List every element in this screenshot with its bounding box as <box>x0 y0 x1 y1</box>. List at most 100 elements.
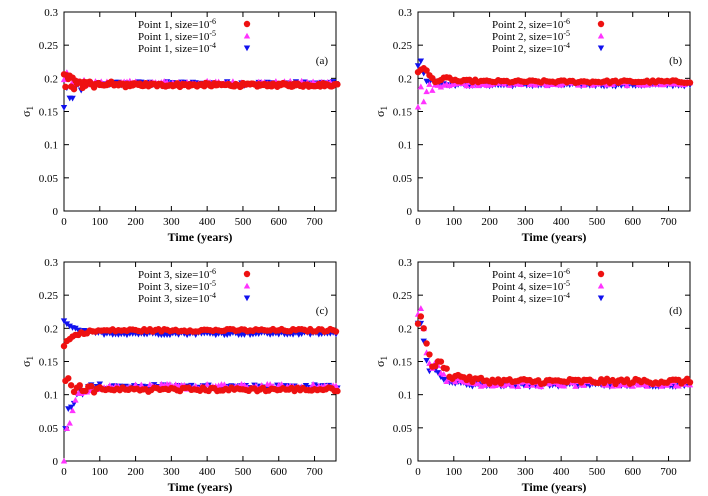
legend-entry: Point 3, size=10-5 <box>138 279 216 293</box>
data-point <box>658 382 665 389</box>
legend-marker <box>243 45 251 52</box>
data-point <box>67 404 75 411</box>
y-tick-label: 0 <box>407 206 413 218</box>
data-point <box>431 363 439 370</box>
y-tick-label: 0.25 <box>393 290 413 302</box>
data-point <box>515 383 522 389</box>
y-axis-label: σ1 <box>373 356 389 367</box>
legend-marker <box>597 295 605 302</box>
series-points <box>414 65 694 87</box>
series-points <box>60 325 341 396</box>
legend-entry: Point 1, size=10-4 <box>138 41 216 55</box>
y-tick-label: 0.3 <box>44 257 58 269</box>
x-tick-label: 600 <box>270 216 287 228</box>
data-point <box>463 82 470 89</box>
y-axis-label: σ1 <box>373 106 389 117</box>
y-tick-label: 0.3 <box>398 257 412 269</box>
data-point <box>452 378 459 385</box>
y-tick-label: 0.05 <box>39 173 59 185</box>
data-point <box>72 325 79 332</box>
y-tick-label: 0.05 <box>39 423 59 435</box>
data-point <box>546 380 553 387</box>
x-tick-label: 100 <box>92 216 109 228</box>
series-points <box>60 318 341 432</box>
data-point <box>629 382 636 389</box>
x-tick-label: 400 <box>199 216 216 228</box>
data-point <box>686 79 694 86</box>
y-tick-label: 0.25 <box>39 40 59 52</box>
panel-label: (d) <box>669 305 682 317</box>
y-axis-label: σ1 <box>19 356 35 367</box>
data-point <box>63 425 71 431</box>
data-point <box>423 88 430 95</box>
data-point <box>423 358 430 364</box>
legend-entry: Point 2, size=10-6 <box>492 17 570 31</box>
legend-marker <box>597 282 605 289</box>
data-point <box>69 407 76 414</box>
data-point <box>500 382 508 389</box>
data-point <box>332 328 340 335</box>
x-tick-label: 200 <box>127 466 144 478</box>
data-point <box>417 58 425 65</box>
legend-entry: Point 3, size=10-4 <box>138 291 216 305</box>
legend-marker <box>597 32 605 39</box>
data-point <box>302 382 310 389</box>
data-point <box>443 365 450 372</box>
data-point <box>60 318 68 325</box>
data-point <box>420 325 427 332</box>
data-point <box>560 382 568 389</box>
x-tick-label: 0 <box>415 466 421 478</box>
y-tick-label: 0.2 <box>398 73 412 85</box>
legend-marker <box>597 45 605 52</box>
data-point <box>88 382 95 390</box>
x-tick-label: 0 <box>61 216 67 228</box>
data-point <box>76 382 83 389</box>
data-point <box>309 380 317 387</box>
data-point <box>426 81 433 87</box>
y-tick-label: 0 <box>53 206 59 218</box>
y-tick-label: 0.1 <box>398 140 412 152</box>
y-tick-label: 0.2 <box>44 323 58 335</box>
data-point <box>138 381 145 388</box>
data-point <box>615 382 622 389</box>
data-point <box>572 383 579 389</box>
legend-entry: Point 2, size=10-4 <box>492 41 570 55</box>
x-tick-label: 100 <box>446 466 463 478</box>
x-tick-label: 300 <box>163 466 180 478</box>
panel-label: (c) <box>316 305 329 317</box>
y-tick-label: 0.2 <box>44 73 58 85</box>
x-tick-label: 100 <box>92 466 109 478</box>
data-point <box>426 351 433 358</box>
data-point <box>334 81 341 88</box>
y-tick-label: 0.25 <box>39 290 59 302</box>
data-point <box>60 105 68 111</box>
x-axis-label: Time (years) <box>522 230 587 244</box>
panel-b: 0 0.05 0.1 0.15 0.2 0.25 0.3 0 100 200 300 400 500 60… <box>373 7 694 244</box>
x-tick-label: 600 <box>270 466 287 478</box>
data-point <box>203 381 211 387</box>
data-point <box>434 370 442 376</box>
y-tick-label: 0.25 <box>393 40 413 52</box>
data-point <box>623 82 631 89</box>
legend-entry: Point 3, size=10-6 <box>138 267 216 281</box>
series-points <box>60 71 341 93</box>
panel-c: 0 0.05 0.1 0.15 0.2 0.25 0.3 0 100 200 300 400 500 60… <box>19 257 341 494</box>
data-point <box>420 98 427 105</box>
y-tick-label: 0.2 <box>398 323 412 335</box>
y-tick-label: 0.3 <box>398 7 412 19</box>
data-point <box>609 382 616 389</box>
data-point <box>440 370 447 377</box>
y-tick-label: 0.15 <box>39 107 59 119</box>
data-point <box>603 381 611 388</box>
y-tick-label: 0.1 <box>44 140 58 152</box>
data-point <box>509 382 516 389</box>
data-point <box>466 373 473 381</box>
data-point <box>474 380 482 386</box>
legend-marker <box>243 270 251 278</box>
panel-d: 0 0.05 0.1 0.15 0.2 0.25 0.3 0 100 200 300 400 500 60… <box>373 257 694 494</box>
y-tick-label: 0.15 <box>393 107 413 119</box>
x-tick-label: 600 <box>624 466 641 478</box>
